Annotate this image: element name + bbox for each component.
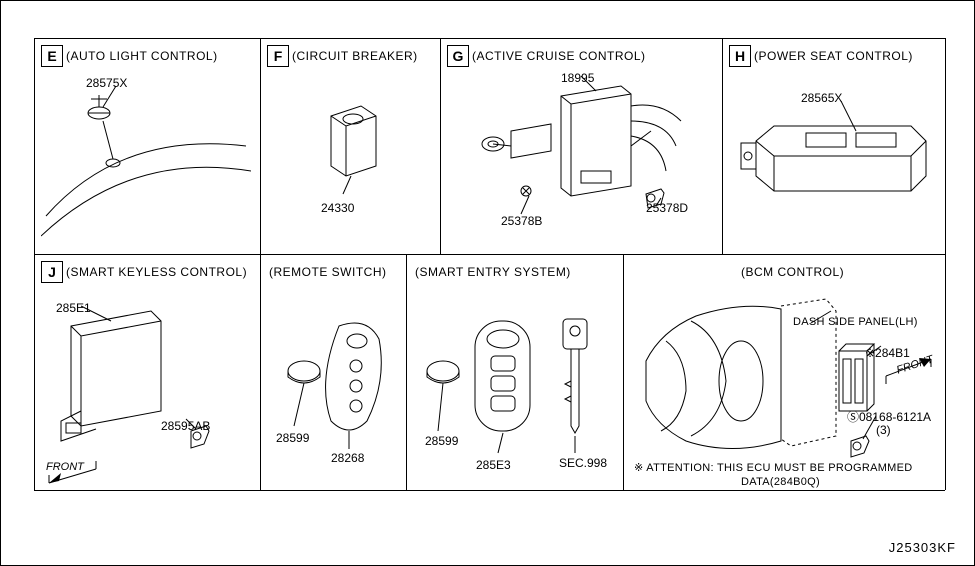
illo-autolightcontrol xyxy=(41,81,251,246)
illo-powerseat xyxy=(736,101,936,211)
vline-top-0 xyxy=(34,38,35,254)
note-dash-side: DASH SIDE PANEL(LH) xyxy=(793,316,918,328)
box-title-e: (AUTO LIGHT CONTROL) xyxy=(66,49,218,63)
label-r-28268: 28268 xyxy=(331,451,364,465)
box-title-g: (ACTIVE CRUISE CONTROL) xyxy=(472,49,646,63)
box-title-smartentry: (SMART ENTRY SYSTEM) xyxy=(415,265,571,279)
vline-bot-3 xyxy=(623,254,624,490)
label-h-28565x: 28565X xyxy=(801,91,842,105)
box-letter-h: H xyxy=(729,45,751,67)
vline-bot-2 xyxy=(406,254,407,490)
note-attention2: DATA(284B0Q) xyxy=(741,476,820,488)
note-attention1: ※ ATTENTION: THIS ECU MUST BE PROGRAMMED xyxy=(634,461,913,474)
vline-bot-1 xyxy=(260,254,261,490)
label-f-24330: 24330 xyxy=(321,201,354,215)
vline-bot-4 xyxy=(945,254,946,490)
parts-diagram: E (AUTO LIGHT CONTROL) F (CIRCUIT BREAKE… xyxy=(0,0,975,566)
illo-activecruise xyxy=(451,76,711,241)
illo-circuitbreaker xyxy=(301,96,401,196)
line-bottom-row xyxy=(34,490,945,491)
vline-bot-0 xyxy=(34,254,35,490)
label-e-28575x: 28575X xyxy=(86,76,127,90)
illo-smartentry xyxy=(413,291,623,476)
label-s-sec998: SEC.998 xyxy=(559,456,607,470)
box-letter-f: F xyxy=(267,45,289,67)
box-title-j: (SMART KEYLESS CONTROL) xyxy=(66,265,247,279)
box-letter-g: G xyxy=(447,45,469,67)
label-j-285e1: 285E1 xyxy=(56,301,91,315)
box-letter-j: J xyxy=(41,261,63,283)
label-b-284b1: ※284B1 xyxy=(865,346,910,360)
box-letter-e: E xyxy=(41,45,63,67)
box-title-h: (POWER SEAT CONTROL) xyxy=(754,49,913,63)
line-top xyxy=(34,38,945,39)
vline-top-4 xyxy=(945,38,946,254)
illo-bcm xyxy=(631,281,941,486)
label-r-28599: 28599 xyxy=(276,431,309,445)
label-g-18995: 18995 xyxy=(561,71,594,85)
vline-top-1 xyxy=(260,38,261,254)
box-title-remote: (REMOTE SWITCH) xyxy=(269,265,387,279)
box-title-f: (CIRCUIT BREAKER) xyxy=(292,49,418,63)
vline-top-3 xyxy=(722,38,723,254)
label-b-screw-qty: (3) xyxy=(876,423,891,437)
label-s-285e3: 285E3 xyxy=(476,458,511,472)
label-g-25378d: 25378D xyxy=(646,201,688,215)
document-number: J25303KF xyxy=(889,540,956,555)
vline-top-2 xyxy=(440,38,441,254)
line-mid xyxy=(34,254,945,255)
arrow-front-j: FRONT xyxy=(46,461,84,473)
label-j-28595ab: 28595AB xyxy=(161,419,210,433)
illo-remoteswitch xyxy=(269,291,399,476)
illo-smartkeyless xyxy=(41,301,251,486)
label-s-28599: 28599 xyxy=(425,434,458,448)
label-g-25378b: 25378B xyxy=(501,214,542,228)
box-title-bcm: (BCM CONTROL) xyxy=(741,265,844,279)
